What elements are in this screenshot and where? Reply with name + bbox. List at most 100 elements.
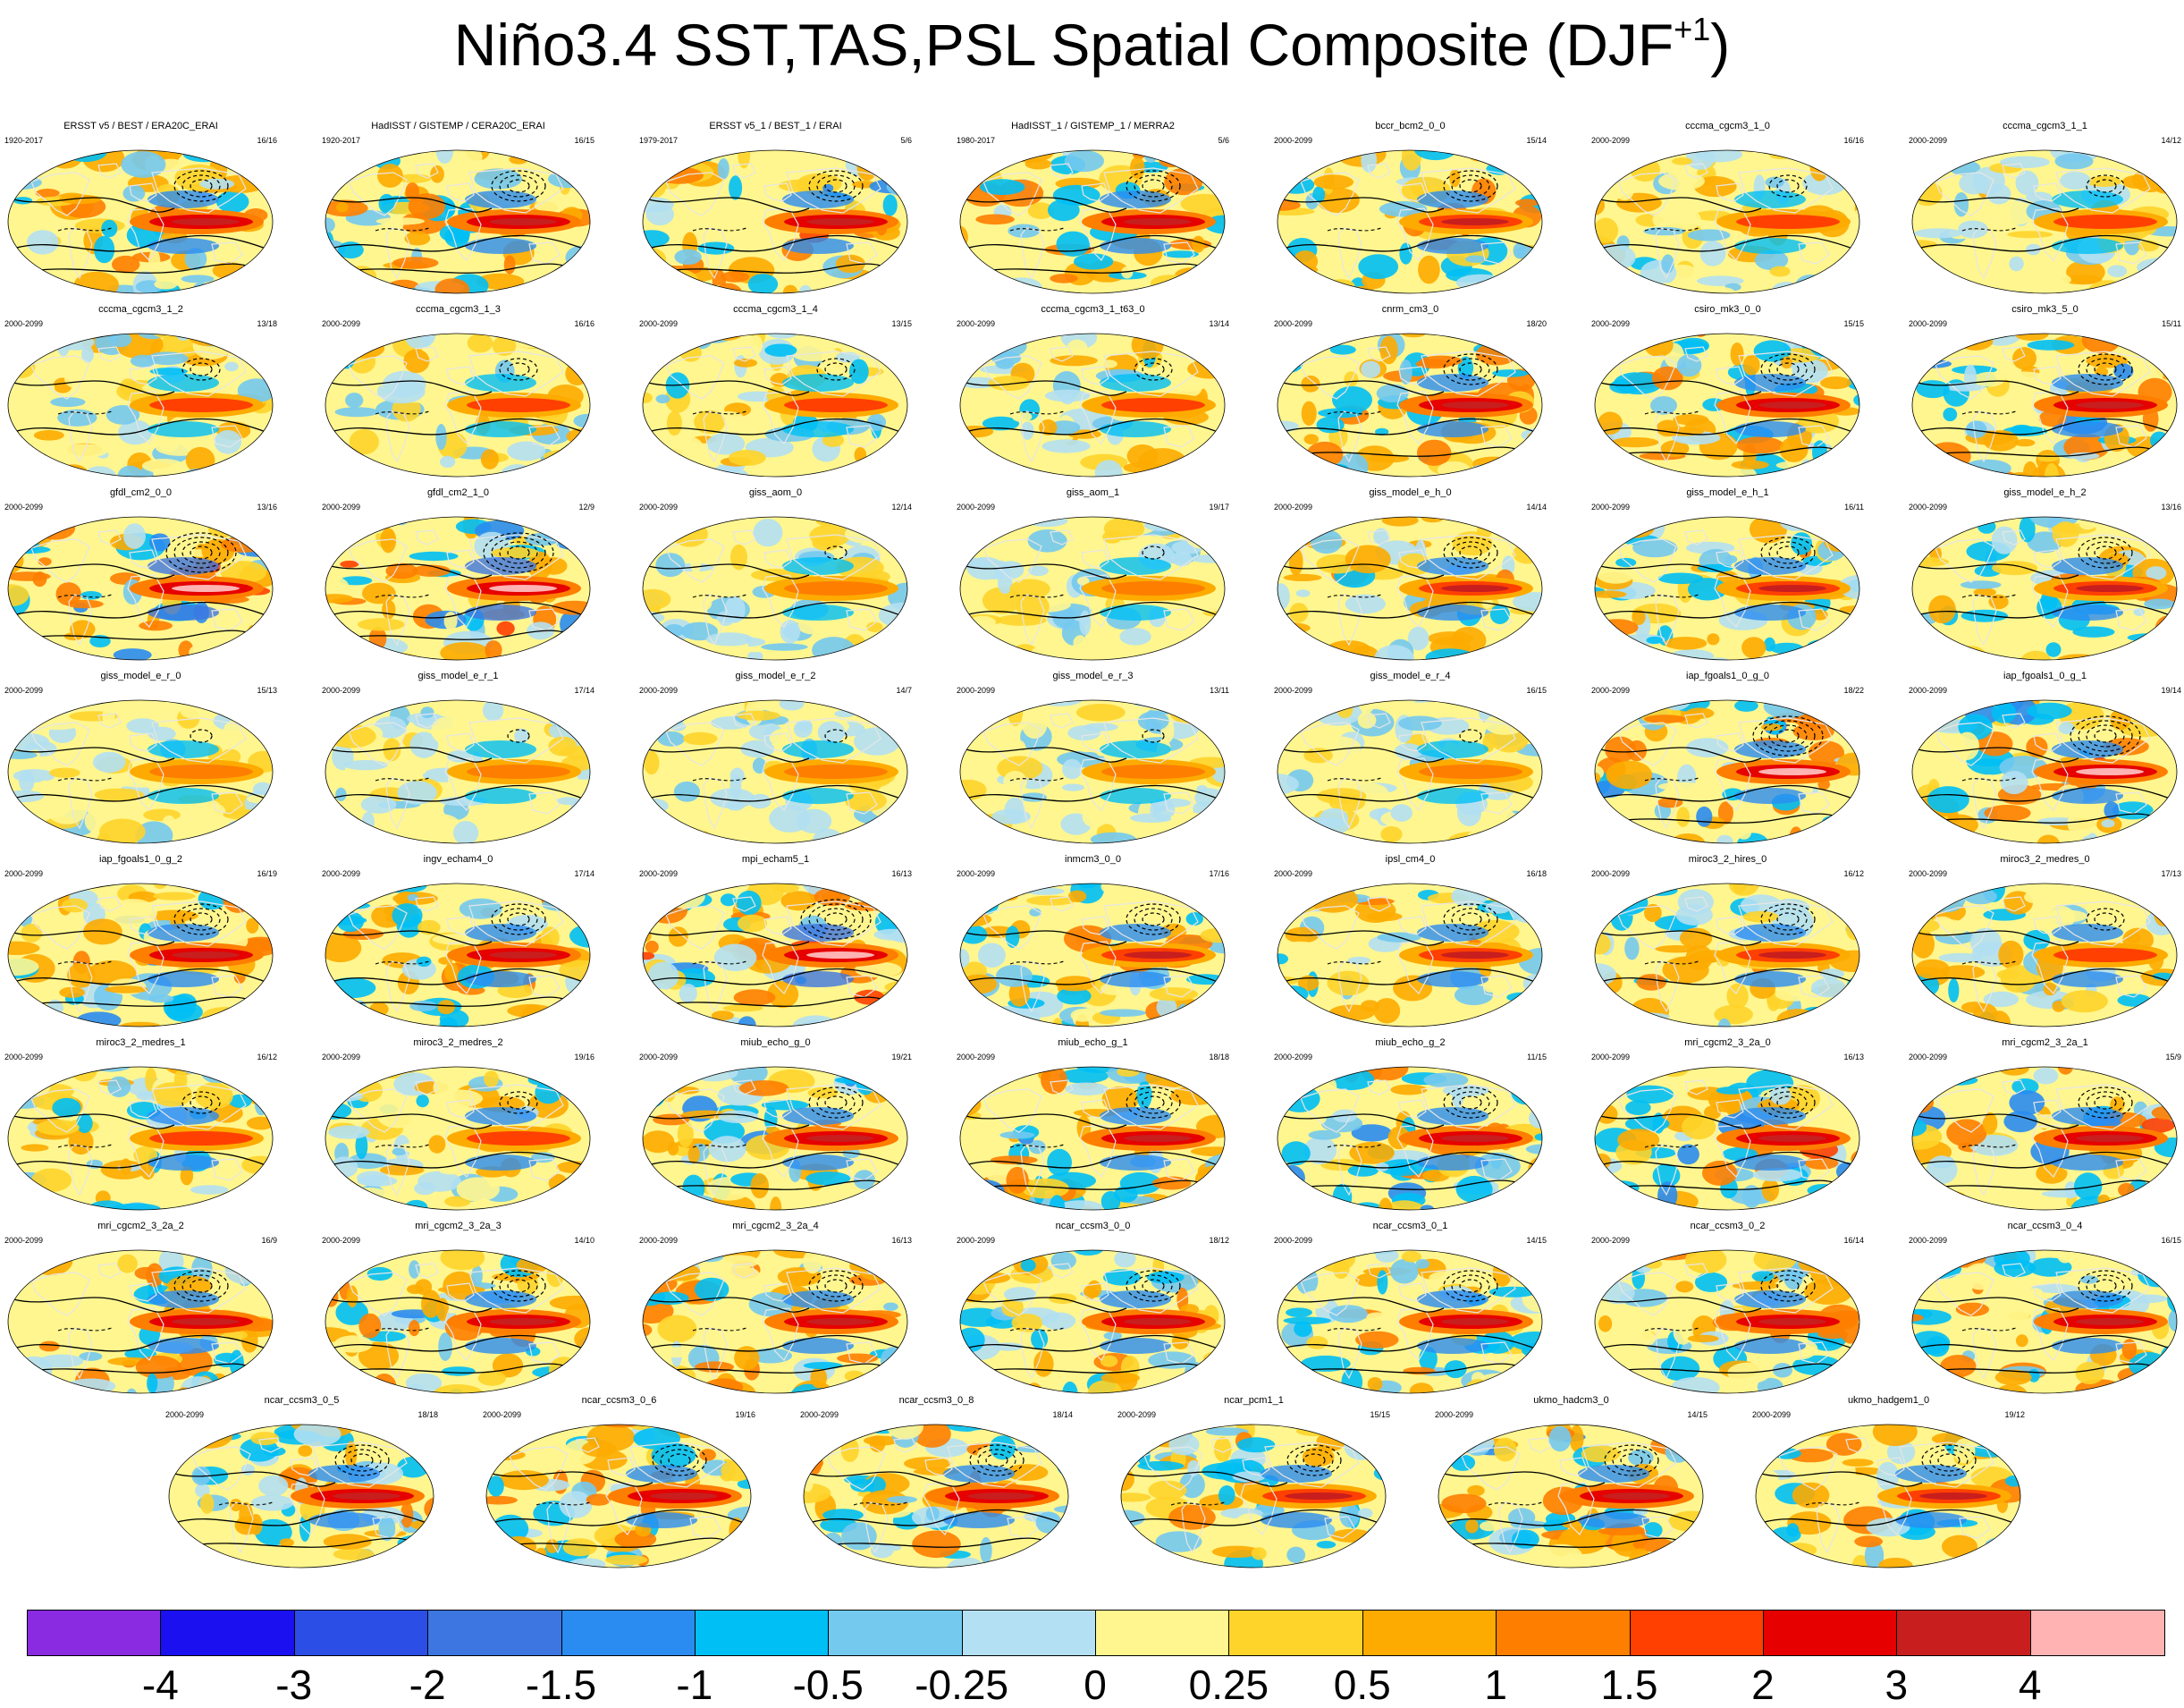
panel-map [4, 1062, 277, 1214]
panel-map [639, 879, 912, 1031]
panel-title: miub_echo_g_1 [1058, 1037, 1128, 1048]
panel-map [322, 879, 594, 1031]
panel-years: 2000-2099 [1909, 1236, 1948, 1245]
panel-map [1117, 1420, 1390, 1572]
panel-map [1591, 1246, 1864, 1398]
panel-title: giss_model_e_h_1 [1686, 487, 1769, 498]
panel-title: ncar_pcm1_1 [1224, 1395, 1284, 1406]
chart-title: Niño3.4 SST,TAS,PSL Spatial Composite (D… [0, 9, 2184, 80]
panel-title: gfdl_cm2_0_0 [109, 487, 173, 498]
panel-count: 14/10 [574, 1236, 594, 1245]
map-panel: miroc3_2_hires_0 2000-2099 16/12 [1591, 854, 1864, 1033]
panel-map [322, 1062, 594, 1214]
colorbar-box [2029, 1610, 2165, 1656]
map-panel: miroc3_2_medres_2 2000-2099 19/16 [322, 1037, 594, 1216]
chart-title-text: Niño3.4 SST,TAS,PSL Spatial Composite (D… [453, 12, 1674, 78]
colorbar-tick-label: -1 [676, 1661, 713, 1708]
panel-years: 2000-2099 [639, 503, 679, 512]
panel-map [322, 1246, 594, 1398]
map-panel: ingv_echam4_0 2000-2099 17/14 [322, 854, 594, 1033]
panel-years: 2000-2099 [1274, 1236, 1313, 1245]
panel-count: 5/6 [900, 136, 912, 145]
panel-map [639, 696, 912, 848]
map-panel: mri_cgcm2_3_2a_3 2000-2099 14/10 [322, 1221, 594, 1399]
panel-title: ukmo_hadcm3_0 [1533, 1395, 1609, 1406]
colorbar-tick-label: 2 [1751, 1661, 1775, 1708]
panel-count: 15/11 [2162, 319, 2181, 328]
panel-map [1909, 696, 2181, 848]
panel-map [483, 1420, 755, 1572]
panel-title: mri_cgcm2_3_2a_2 [97, 1221, 184, 1231]
panel-title: mri_cgcm2_3_2a_4 [732, 1221, 819, 1231]
panel-title: ERSST v5_1 / BEST_1 / ERAI [709, 121, 842, 131]
panel-count: 16/13 [891, 869, 912, 878]
panel-count: 16/9 [261, 1236, 277, 1245]
panel-count: 13/14 [1209, 319, 1229, 328]
map-panel: giss_aom_1 2000-2099 19/17 [957, 487, 1229, 666]
panel-years: 2000-2099 [322, 1053, 361, 1061]
map-panel: ukmo_hadgem1_0 2000-2099 19/12 [1752, 1395, 2025, 1574]
panel-count: 16/14 [1843, 1236, 1864, 1245]
map-panel: mri_cgcm2_3_2a_4 2000-2099 16/13 [639, 1221, 912, 1399]
panel-map [1909, 1062, 2181, 1214]
panel-map [4, 512, 277, 664]
map-panel: cccma_cgcm3_1_2 2000-2099 13/18 [4, 304, 277, 483]
panel-count: 14/7 [896, 686, 912, 695]
map-panel: inmcm3_0_0 2000-2099 17/16 [957, 854, 1229, 1033]
panel-years: 2000-2099 [957, 1236, 996, 1245]
panel-count: 16/12 [1843, 869, 1864, 878]
panel-count: 17/14 [574, 869, 594, 878]
panel-years: 2000-2099 [1274, 869, 1313, 878]
panel-years: 2000-2099 [4, 869, 44, 878]
panel-years: 2000-2099 [322, 686, 361, 695]
panel-title: ncar_ccsm3_0_5 [264, 1395, 340, 1406]
panel-years: 2000-2099 [1591, 1236, 1631, 1245]
panel-count: 16/13 [1843, 1053, 1864, 1061]
panel-years: 2000-2099 [1274, 136, 1313, 145]
panel-grid: ERSST v5 / BEST / ERA20C_ERAI 1920-2017 16… [4, 121, 2181, 1574]
panel-years: 2000-2099 [639, 319, 679, 328]
panel-map [639, 329, 912, 481]
panel-count: 16/18 [1526, 869, 1547, 878]
panel-map [1591, 1062, 1864, 1214]
map-panel: mri_cgcm2_3_2a_2 2000-2099 16/9 [4, 1221, 277, 1399]
map-panel: csiro_mk3_5_0 2000-2099 15/11 [1909, 304, 2181, 483]
map-panel: gfdl_cm2_0_0 2000-2099 13/16 [4, 487, 277, 666]
panel-count: 18/18 [1209, 1053, 1229, 1061]
panel-title: giss_model_e_h_0 [1369, 487, 1452, 498]
panel-count: 16/16 [1843, 136, 1864, 145]
panel-count: 15/9 [2165, 1053, 2181, 1061]
panel-years: 2000-2099 [1909, 1053, 1948, 1061]
panel-map [1274, 512, 1547, 664]
panel-count: 12/14 [891, 503, 912, 512]
panel-years: 1980-2017 [957, 136, 996, 145]
panel-years: 2000-2099 [4, 503, 44, 512]
panel-years: 2000-2099 [4, 1236, 44, 1245]
panel-map [957, 1062, 1229, 1214]
panel-count: 15/13 [257, 686, 277, 695]
map-panel: ncar_ccsm3_0_2 2000-2099 16/14 [1591, 1221, 1864, 1399]
colorbar-tick-label: -3 [275, 1661, 313, 1708]
panel-count: 13/16 [257, 503, 277, 512]
panel-count: 18/20 [1526, 319, 1547, 328]
panel-title: ncar_ccsm3_0_4 [2007, 1221, 2083, 1231]
panel-years: 2000-2099 [800, 1410, 839, 1419]
panel-title: mri_cgcm2_3_2a_0 [1684, 1037, 1771, 1048]
map-panel: ncar_ccsm3_0_8 2000-2099 18/14 [800, 1395, 1073, 1574]
panel-count: 18/12 [1209, 1236, 1229, 1245]
map-panel: ERSST v5_1 / BEST_1 / ERAI 1979-2017 5/6 [639, 121, 912, 300]
panel-count: 17/14 [574, 686, 594, 695]
colorbar-box [1762, 1610, 1898, 1656]
panel-map [957, 146, 1229, 298]
colorbar-box [961, 1610, 1097, 1656]
panel-years: 2000-2099 [639, 686, 679, 695]
panel-title: miub_echo_g_2 [1375, 1037, 1446, 1048]
panel-years: 2000-2099 [1909, 686, 1948, 695]
panel-years: 2000-2099 [1435, 1410, 1474, 1419]
panel-map [957, 1246, 1229, 1398]
colorbar-tick-label: -0.25 [915, 1661, 1009, 1708]
panel-title: giss_model_e_h_2 [2003, 487, 2087, 498]
panel-count: 16/16 [257, 136, 277, 145]
panel-count: 19/14 [2161, 686, 2181, 695]
panel-years: 2000-2099 [4, 1053, 44, 1061]
